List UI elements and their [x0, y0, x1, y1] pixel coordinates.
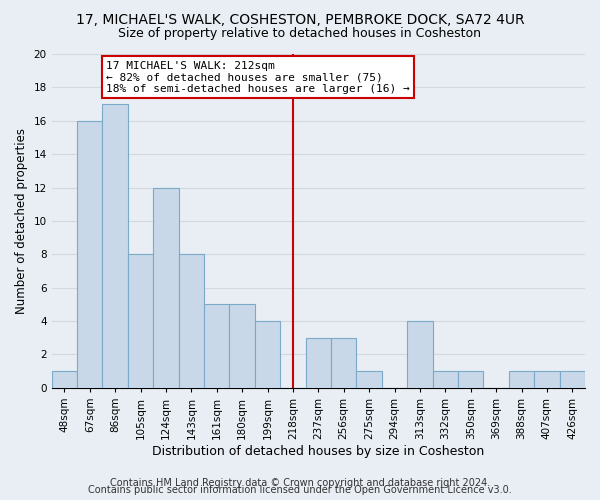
Text: 17, MICHAEL'S WALK, COSHESTON, PEMBROKE DOCK, SA72 4UR: 17, MICHAEL'S WALK, COSHESTON, PEMBROKE …: [76, 12, 524, 26]
Bar: [255, 321, 280, 388]
Bar: [229, 304, 255, 388]
Text: Contains public sector information licensed under the Open Government Licence v3: Contains public sector information licen…: [88, 485, 512, 495]
Bar: [331, 338, 356, 388]
Bar: [534, 371, 560, 388]
Bar: [509, 371, 534, 388]
Bar: [179, 254, 204, 388]
Bar: [52, 371, 77, 388]
Y-axis label: Number of detached properties: Number of detached properties: [15, 128, 28, 314]
Bar: [407, 321, 433, 388]
Text: 17 MICHAEL'S WALK: 212sqm
← 82% of detached houses are smaller (75)
18% of semi-: 17 MICHAEL'S WALK: 212sqm ← 82% of detac…: [106, 60, 410, 94]
Text: Contains HM Land Registry data © Crown copyright and database right 2024.: Contains HM Land Registry data © Crown c…: [110, 478, 490, 488]
Bar: [560, 371, 585, 388]
Bar: [204, 304, 229, 388]
X-axis label: Distribution of detached houses by size in Cosheston: Distribution of detached houses by size …: [152, 444, 484, 458]
Bar: [153, 188, 179, 388]
Bar: [433, 371, 458, 388]
Bar: [128, 254, 153, 388]
Bar: [77, 121, 103, 388]
Text: Size of property relative to detached houses in Cosheston: Size of property relative to detached ho…: [119, 28, 482, 40]
Bar: [356, 371, 382, 388]
Bar: [458, 371, 484, 388]
Bar: [103, 104, 128, 388]
Bar: [305, 338, 331, 388]
